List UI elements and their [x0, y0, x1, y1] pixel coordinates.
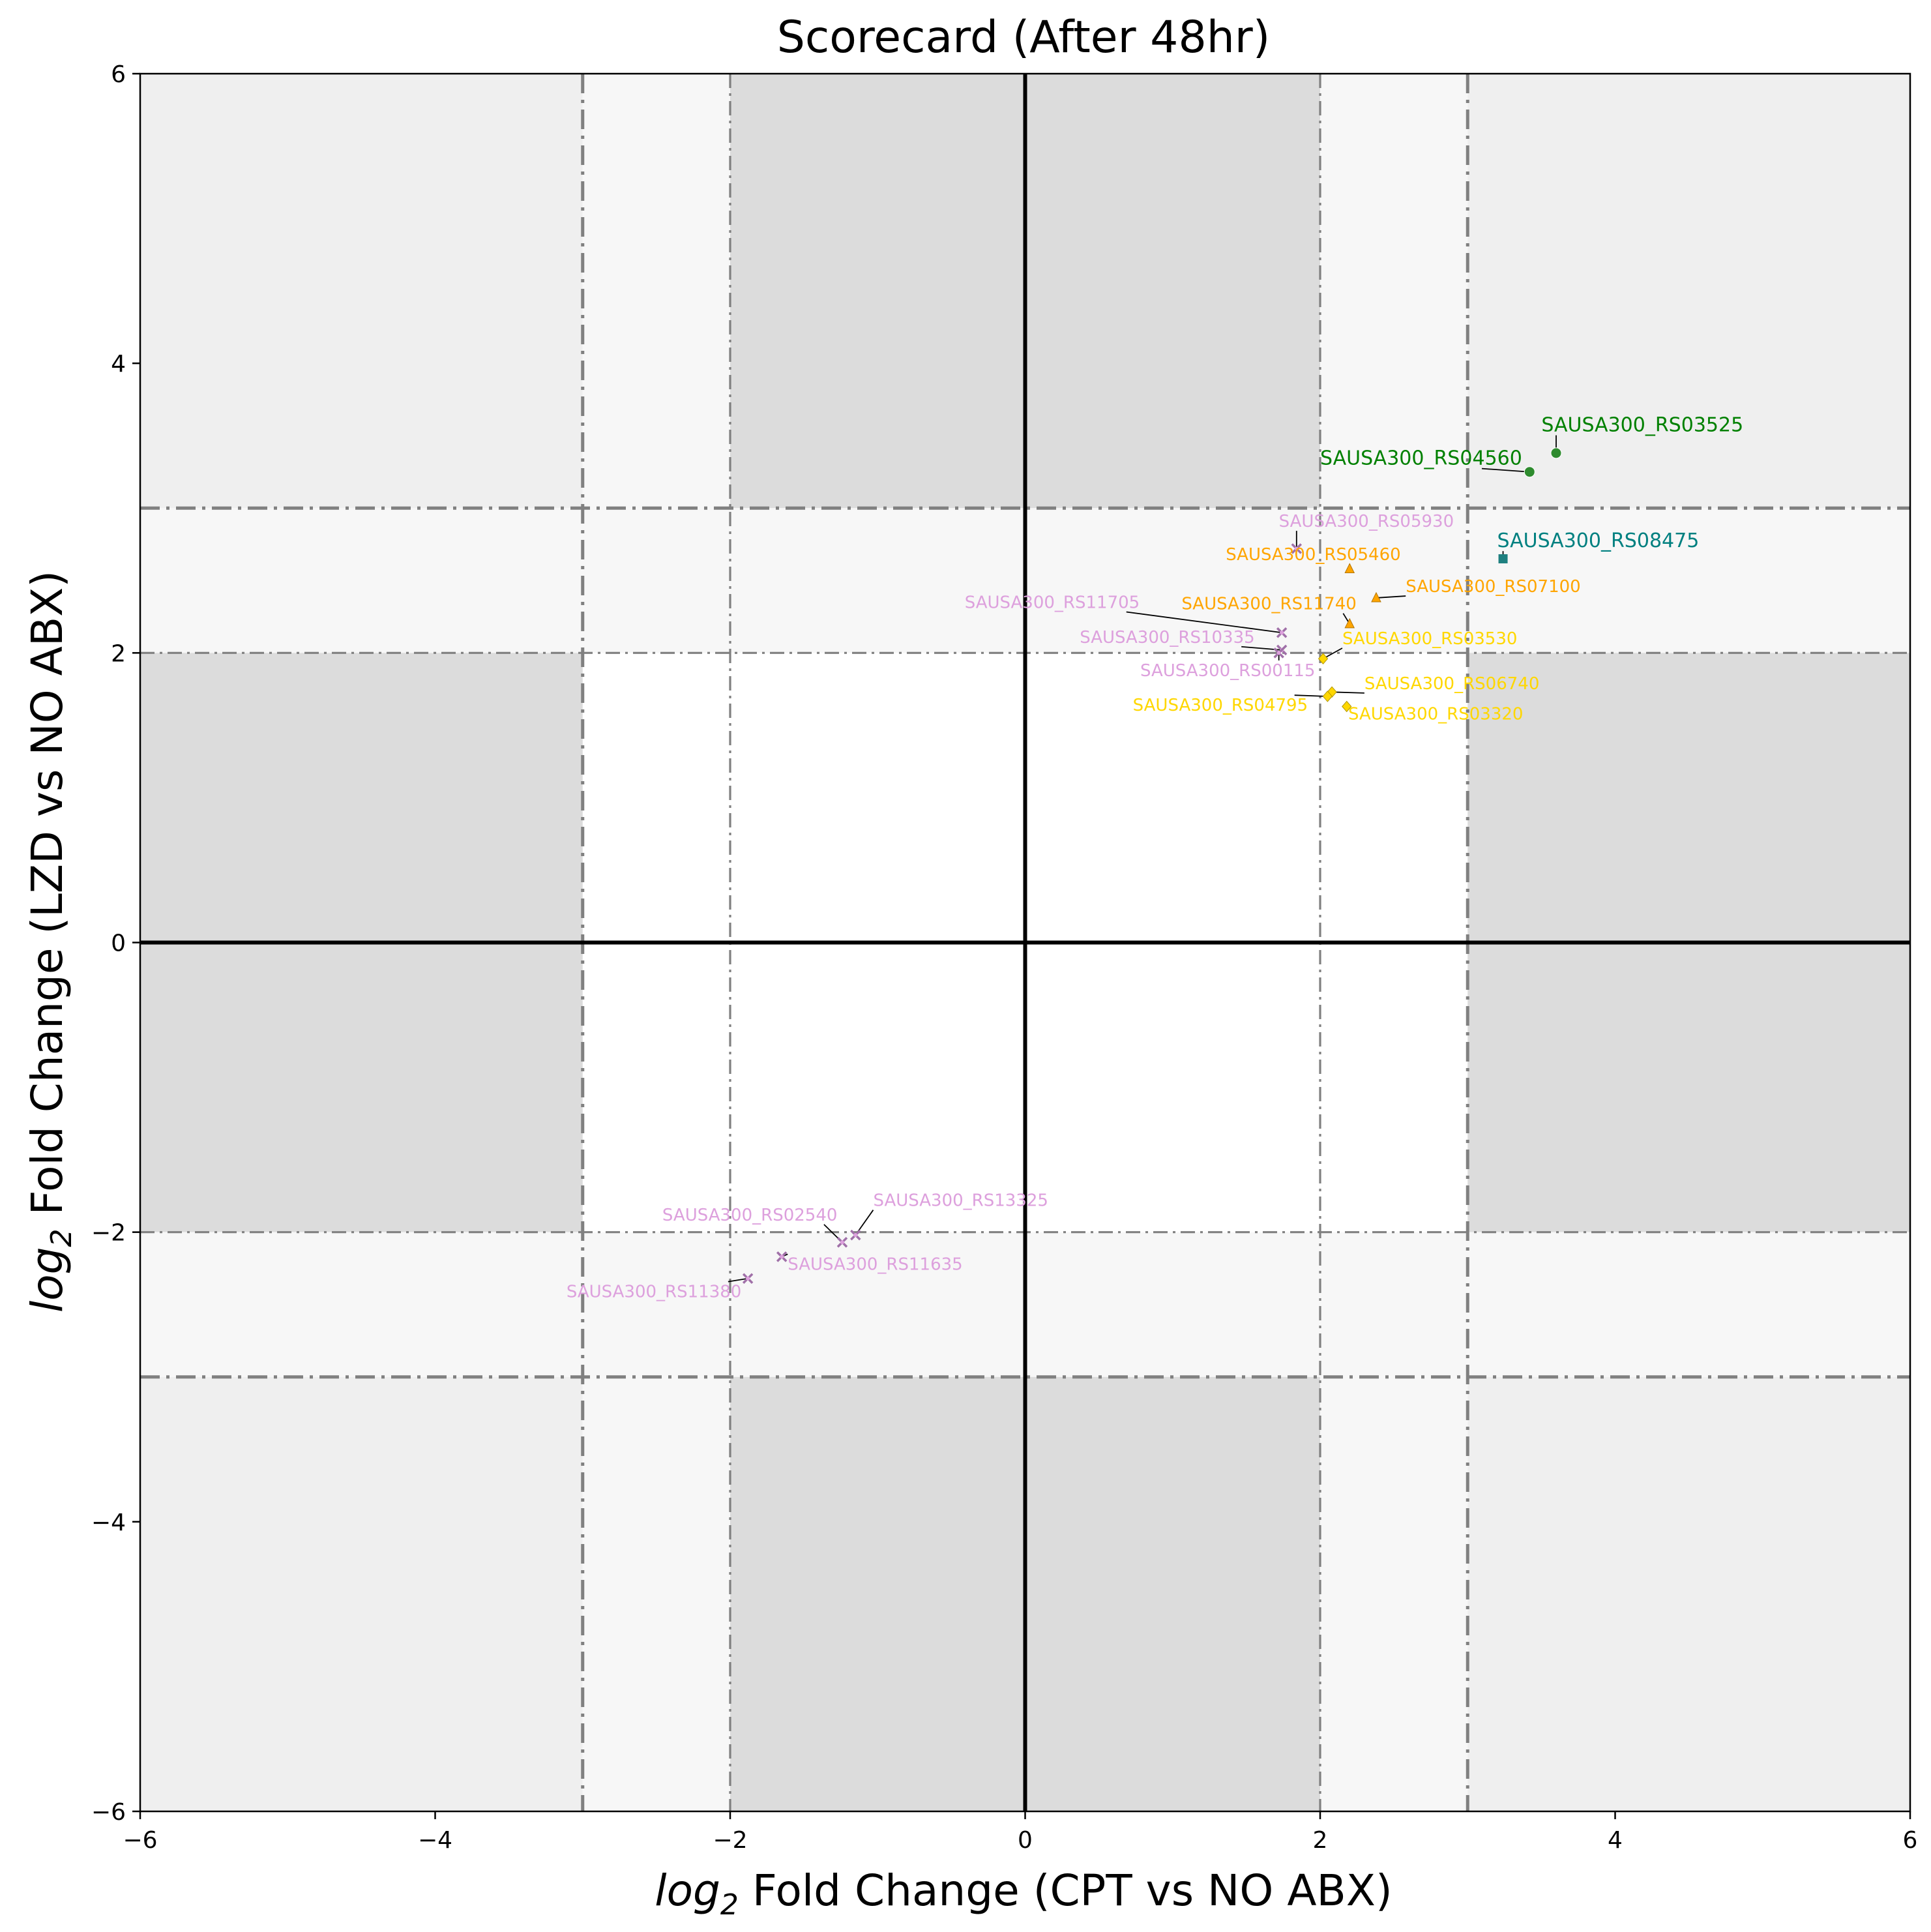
x-tick-label: 2 — [1313, 1827, 1328, 1854]
y-tick-label: −6 — [91, 1799, 126, 1826]
y-tick-label: −4 — [91, 1509, 126, 1536]
region-10 — [583, 1377, 730, 1811]
region-9 — [140, 1377, 583, 1811]
y-tick-label: 4 — [111, 351, 126, 378]
point-label: SAUSA300_RS06740 — [1364, 674, 1539, 694]
y-tick-label: −2 — [91, 1220, 126, 1247]
point-label: SAUSA300_RS02540 — [662, 1206, 837, 1225]
data-point-core — [746, 1277, 750, 1281]
region-4 — [1467, 74, 1910, 508]
point-label: SAUSA300_RS04560 — [1320, 447, 1522, 470]
y-axis-label: log2 Fold Change (LZD vs NO ABX) — [22, 571, 78, 1313]
point-label: SAUSA300_RS05930 — [1279, 512, 1454, 531]
region-12 — [1320, 1377, 1467, 1811]
data-point-core — [780, 1255, 784, 1258]
point-label: SAUSA300_RS08475 — [1497, 529, 1700, 552]
point-label: SAUSA300_RS05460 — [1226, 545, 1400, 565]
point-label: SAUSA300_RS03530 — [1342, 629, 1517, 649]
data-point-core — [840, 1240, 844, 1244]
point-label: SAUSA300_RS00115 — [1140, 661, 1315, 681]
point-label: SAUSA300_RS11740 — [1181, 595, 1356, 614]
x-tick-label: −4 — [418, 1827, 452, 1854]
point-label: SAUSA300_RS11705 — [965, 593, 1140, 612]
x-tick-label: −6 — [123, 1827, 157, 1854]
region-1 — [583, 74, 730, 508]
y-tick-label: 6 — [111, 61, 126, 88]
data-point — [1524, 467, 1535, 477]
x-axis-label: log2 Fold Change (CPT vs NO ABX) — [655, 1865, 1393, 1922]
y-tick-label: 0 — [111, 930, 126, 957]
x-tick-label: 0 — [1018, 1827, 1033, 1854]
chart-title: Scorecard (After 48hr) — [777, 12, 1271, 63]
point-label: SAUSA300_RS03320 — [1348, 704, 1523, 724]
point-label: SAUSA300_RS07100 — [1406, 577, 1580, 597]
region-3 — [1320, 74, 1467, 508]
point-label: SAUSA300_RS10335 — [1080, 628, 1254, 647]
data-point — [1499, 554, 1508, 563]
region-0 — [140, 74, 583, 508]
point-label: SAUSA300_RS13325 — [873, 1191, 1048, 1211]
x-tick-label: 6 — [1903, 1827, 1918, 1854]
data-point-core — [1280, 631, 1284, 634]
y-tick-label: 2 — [111, 640, 126, 667]
region-13 — [1467, 1377, 1910, 1811]
point-label: SAUSA300_RS11380 — [567, 1283, 741, 1302]
data-point-core — [1277, 651, 1281, 655]
x-tick-label: −2 — [713, 1827, 747, 1854]
point-label: SAUSA300_RS04795 — [1133, 696, 1308, 715]
data-point — [1551, 448, 1561, 458]
point-label: SAUSA300_RS11635 — [788, 1255, 962, 1274]
point-label: SAUSA300_RS03525 — [1541, 414, 1743, 437]
data-point-core — [853, 1233, 857, 1237]
x-tick-label: 4 — [1608, 1827, 1623, 1854]
